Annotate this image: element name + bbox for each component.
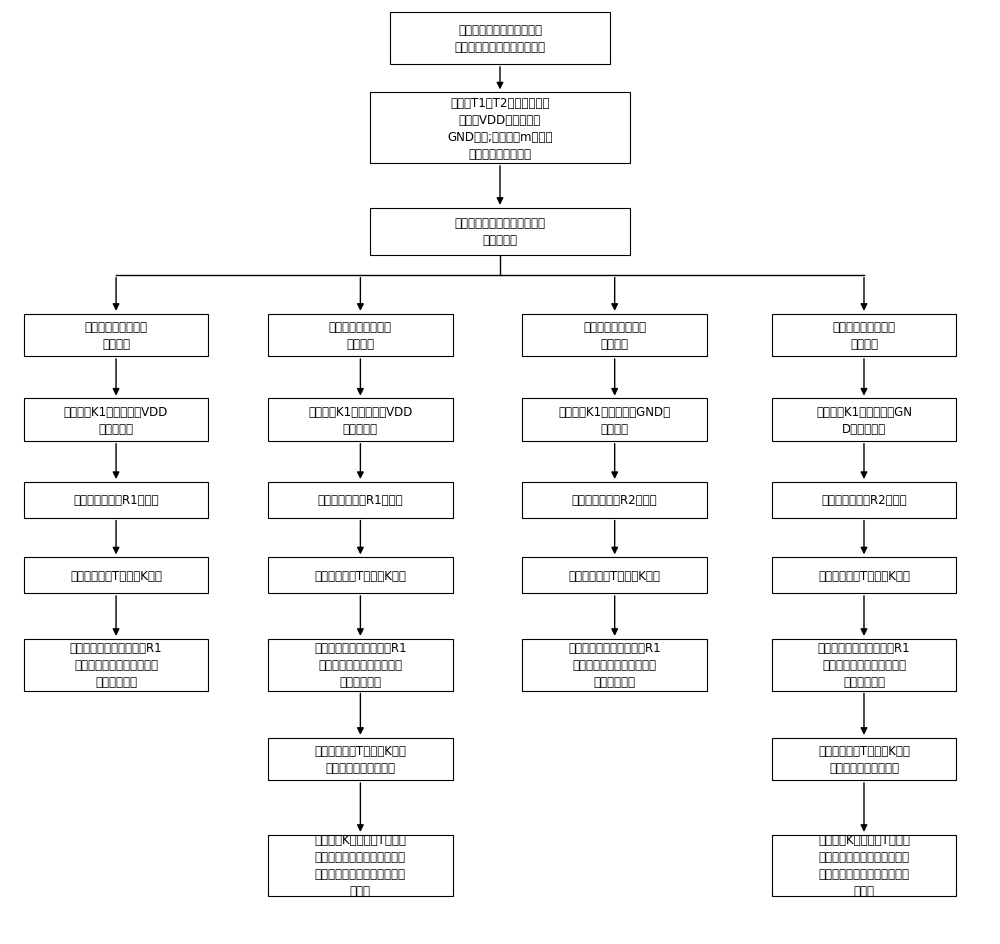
Text: 保持控制探针T的开关K连通: 保持控制探针T的开关K连通 — [314, 569, 406, 582]
Text: 数字电路板装回目标电子系统
后加电运行: 数字电路板装回目标电子系统 后加电运行 — [454, 217, 546, 247]
Text: 将探针T1和T2分别与芯片电
源引脚VDD和接地引脚
GND连接;将一个或m个探针
与输入信号引脚相连: 将探针T1和T2分别与芯片电 源引脚VDD和接地引脚 GND连接;将一个或m个探… — [447, 96, 553, 160]
FancyBboxPatch shape — [24, 558, 208, 594]
Text: 单路或多路固高故障
间断注入: 单路或多路固高故障 间断注入 — [329, 321, 392, 350]
FancyBboxPatch shape — [522, 482, 707, 518]
FancyBboxPatch shape — [268, 399, 453, 442]
Text: 断开控制探针T的开关K，该
数字电路板应恢复正常: 断开控制探针T的开关K，该 数字电路板应恢复正常 — [314, 744, 406, 774]
FancyBboxPatch shape — [522, 314, 707, 357]
FancyBboxPatch shape — [268, 834, 453, 896]
Text: 保持控制探针T的开关K连通: 保持控制探针T的开关K连通 — [569, 569, 661, 582]
Text: 调节可变电阻器R1为最大: 调节可变电阻器R1为最大 — [73, 494, 159, 507]
FancyBboxPatch shape — [522, 558, 707, 594]
FancyBboxPatch shape — [772, 399, 956, 442]
FancyBboxPatch shape — [772, 558, 956, 594]
FancyBboxPatch shape — [268, 639, 453, 691]
Text: 保持控制探针T的开关K连通: 保持控制探针T的开关K连通 — [70, 569, 162, 582]
FancyBboxPatch shape — [772, 834, 956, 896]
FancyBboxPatch shape — [370, 93, 630, 163]
FancyBboxPatch shape — [772, 314, 956, 357]
Text: 单路或多路固低故障
间断注入: 单路或多路固低故障 间断注入 — [832, 321, 895, 350]
FancyBboxPatch shape — [24, 314, 208, 357]
FancyBboxPatch shape — [370, 209, 630, 256]
FancyBboxPatch shape — [268, 738, 453, 781]
FancyBboxPatch shape — [24, 399, 208, 442]
Text: 通过开关K控制探针T连接线
路的通断时间和频率，该输入
信号引脚应相应的重复出现固
高故障: 通过开关K控制探针T连接线 路的通断时间和频率，该输入 信号引脚应相应的重复出现… — [314, 834, 406, 898]
Text: 由大到小调节可变电阻器R1
电阻值，至该输入信号引脚
出现固高故障: 由大到小调节可变电阻器R1 电阻值，至该输入信号引脚 出现固高故障 — [70, 642, 162, 688]
FancyBboxPatch shape — [772, 738, 956, 781]
Text: 选择开关K1与接地引脚GN
D间电性连接: 选择开关K1与接地引脚GN D间电性连接 — [816, 405, 912, 435]
Text: 调节可变电阻器R2为最大: 调节可变电阻器R2为最大 — [572, 494, 657, 507]
Text: 选定数字电路芯片的电源引
脚、接地引脚和输入信号引脚: 选定数字电路芯片的电源引 脚、接地引脚和输入信号引脚 — [454, 24, 546, 54]
FancyBboxPatch shape — [24, 482, 208, 518]
Text: 选择开关K1与接地引脚GND间
电性连接: 选择开关K1与接地引脚GND间 电性连接 — [559, 405, 671, 435]
FancyBboxPatch shape — [772, 482, 956, 518]
FancyBboxPatch shape — [522, 639, 707, 691]
Text: 保持控制探针T的开关K连通: 保持控制探针T的开关K连通 — [818, 569, 910, 582]
Text: 由大到小调节可变电阻器R1
电阻值，至该输入信号引脚
出现固低故障: 由大到小调节可变电阻器R1 电阻值，至该输入信号引脚 出现固低故障 — [818, 642, 910, 688]
Text: 由大到小调节可变电阻器R1
电阻值，至该输入信号引脚
出现固低故障: 由大到小调节可变电阻器R1 电阻值，至该输入信号引脚 出现固低故障 — [568, 642, 661, 688]
Text: 断开控制探针T的开关K，该
数字电路板应恢复正常: 断开控制探针T的开关K，该 数字电路板应恢复正常 — [818, 744, 910, 774]
Text: 调节可变电阻器R1为最大: 调节可变电阻器R1为最大 — [318, 494, 403, 507]
Text: 选择开关K1与电源引脚VDD
间电性连接: 选择开关K1与电源引脚VDD 间电性连接 — [308, 405, 413, 435]
FancyBboxPatch shape — [268, 482, 453, 518]
Text: 由大到小调节可变电阻器R1
电阻值，至该输入信号引脚
出现固高故障: 由大到小调节可变电阻器R1 电阻值，至该输入信号引脚 出现固高故障 — [314, 642, 407, 688]
FancyBboxPatch shape — [268, 314, 453, 357]
FancyBboxPatch shape — [390, 13, 610, 65]
Text: 选择开关K1与电源引脚VDD
间电性连接: 选择开关K1与电源引脚VDD 间电性连接 — [64, 405, 168, 435]
FancyBboxPatch shape — [522, 399, 707, 442]
FancyBboxPatch shape — [772, 639, 956, 691]
Text: 单路或多路固低故障
持续注入: 单路或多路固低故障 持续注入 — [583, 321, 646, 350]
Text: 单路或多路固高故障
持续注入: 单路或多路固高故障 持续注入 — [85, 321, 148, 350]
Text: 通过开关K控制探针T连接线
路的通断时间和频率，该输入
信号引脚应相应的重复出现固
低故障: 通过开关K控制探针T连接线 路的通断时间和频率，该输入 信号引脚应相应的重复出现… — [818, 834, 910, 898]
Text: 调节可变电阻器R2为最大: 调节可变电阻器R2为最大 — [821, 494, 907, 507]
FancyBboxPatch shape — [24, 639, 208, 691]
FancyBboxPatch shape — [268, 558, 453, 594]
